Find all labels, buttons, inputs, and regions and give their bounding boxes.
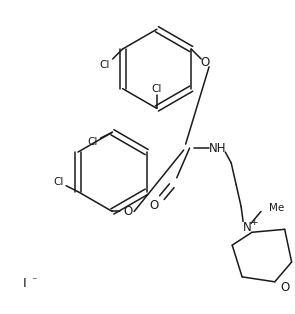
Text: O: O [124, 205, 133, 218]
Text: NH: NH [209, 142, 226, 154]
Text: O: O [201, 57, 210, 69]
Text: Cl: Cl [152, 84, 162, 94]
Text: ⁻: ⁻ [31, 276, 37, 286]
Text: Cl: Cl [87, 137, 98, 147]
Text: Cl: Cl [53, 177, 63, 187]
Text: Cl: Cl [100, 60, 110, 70]
Text: O: O [280, 281, 289, 294]
Text: +: + [250, 218, 258, 227]
Text: Me: Me [269, 203, 284, 213]
Text: N: N [243, 221, 251, 234]
Text: O: O [149, 199, 159, 212]
Text: I: I [23, 277, 27, 290]
